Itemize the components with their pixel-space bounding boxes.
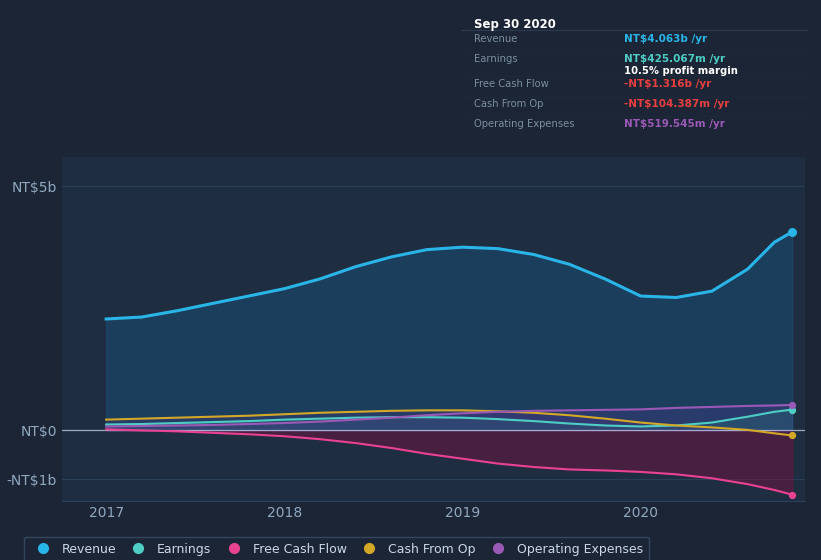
- Text: Cash From Op: Cash From Op: [474, 100, 543, 110]
- Point: [786, 227, 799, 236]
- Text: -NT$104.387m /yr: -NT$104.387m /yr: [624, 100, 730, 110]
- Text: NT$4.063b /yr: NT$4.063b /yr: [624, 34, 708, 44]
- Point: [786, 400, 799, 409]
- Text: Free Cash Flow: Free Cash Flow: [474, 80, 548, 90]
- Text: Revenue: Revenue: [474, 34, 517, 44]
- Text: Sep 30 2020: Sep 30 2020: [474, 18, 555, 31]
- Text: 10.5% profit margin: 10.5% profit margin: [624, 66, 738, 76]
- Text: NT$519.545m /yr: NT$519.545m /yr: [624, 119, 725, 129]
- Point: [786, 405, 799, 414]
- Text: -NT$1.316b /yr: -NT$1.316b /yr: [624, 80, 712, 90]
- Point: [786, 431, 799, 440]
- Point: [786, 490, 799, 499]
- Legend: Revenue, Earnings, Free Cash Flow, Cash From Op, Operating Expenses: Revenue, Earnings, Free Cash Flow, Cash …: [24, 536, 649, 560]
- Text: NT$425.067m /yr: NT$425.067m /yr: [624, 54, 726, 64]
- Text: Earnings: Earnings: [474, 54, 517, 64]
- Text: Operating Expenses: Operating Expenses: [474, 119, 574, 129]
